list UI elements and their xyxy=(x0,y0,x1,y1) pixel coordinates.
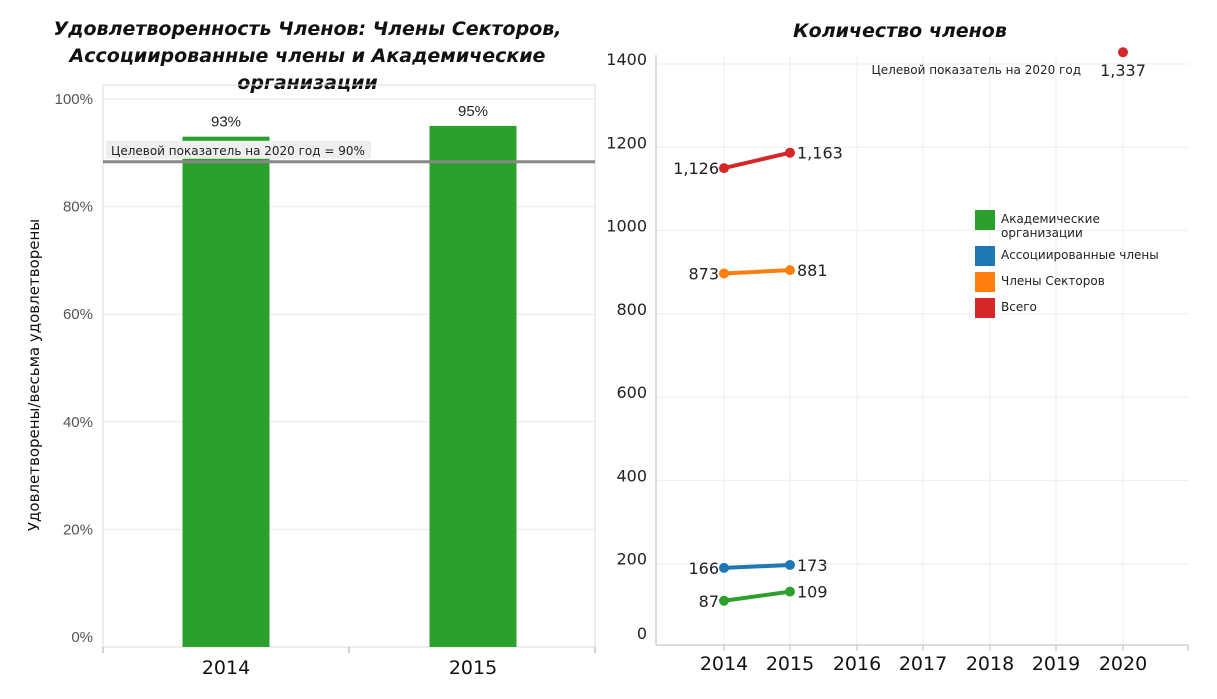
x-tick-label: 2018 xyxy=(966,653,1014,675)
satisfaction-chart-title: Удовлетворенность Членов: Члены Секторов… xyxy=(53,18,562,94)
x-tick-label: 2015 xyxy=(449,657,497,679)
y-tick-label: 40% xyxy=(63,414,93,431)
y-tick-label: 100% xyxy=(55,91,93,108)
x-tick-label: 2016 xyxy=(833,653,881,675)
data-point xyxy=(719,268,729,279)
series-Всего: 1,126 1,163 xyxy=(673,144,843,178)
satisfaction-bar-chart: 0% 20% 40% 60% 80% 100% Удовлетворены/весьма у… xyxy=(25,84,596,679)
y-tick-label: 20% xyxy=(63,521,93,538)
series-line xyxy=(722,589,792,603)
members-chart-title: Количество членов xyxy=(793,20,1007,42)
data-label: 1,126 xyxy=(673,159,719,178)
legend-swatch xyxy=(975,272,995,292)
y-tick-label: 1200 xyxy=(606,133,647,152)
x-tick-label: 2014 xyxy=(700,653,748,675)
y-tick-label: 1000 xyxy=(606,217,647,236)
legend-label: Члены Секторов xyxy=(1001,274,1105,288)
series-Ассоциированные члены: 166 173 xyxy=(688,556,827,578)
target-reference-label: Целевой показатель на 2020 год = 90% xyxy=(111,144,365,158)
data-point xyxy=(719,562,729,573)
legend-swatch xyxy=(975,210,995,230)
data-point xyxy=(785,147,795,158)
y-tick-label: 1400 xyxy=(606,50,647,69)
target-label-background xyxy=(106,140,371,159)
x-tick-label: 2015 xyxy=(766,653,814,675)
legend-label: Всего xyxy=(1001,300,1037,314)
target-value-label: 1,337 xyxy=(1100,61,1146,80)
legend-swatch xyxy=(975,246,995,266)
y-tick-label: 0 xyxy=(637,624,647,643)
data-point xyxy=(785,586,795,597)
y-tick-label: 0% xyxy=(71,629,93,646)
legend-item: Члены Секторов xyxy=(975,272,1175,292)
bar-2014 xyxy=(182,136,270,647)
y-tick-label: 80% xyxy=(63,199,93,216)
series-Академические организации: 87 109 xyxy=(699,583,828,611)
x-tick-label: 2019 xyxy=(1032,653,1080,675)
y-tick-label: 600 xyxy=(616,383,647,402)
y-axis-label: Удовлетворены/весьма удовлетворены xyxy=(25,219,43,531)
x-tick-label: 2020 xyxy=(1099,653,1147,675)
x-tick-label: 2014 xyxy=(202,657,250,679)
y-tick-label: 400 xyxy=(616,466,647,485)
legend-item: Ассоциированные члены xyxy=(975,246,1175,266)
members-legend: Академические организации Ассоциированные… xyxy=(975,210,1175,324)
y-tick-label: 200 xyxy=(616,550,647,569)
y-tick-label: 800 xyxy=(616,300,647,319)
legend-label: Академические организации xyxy=(1001,212,1100,240)
series-line xyxy=(722,562,792,570)
data-label: 881 xyxy=(797,261,828,280)
members-line-chart: 0 200 400 600 800 1000 1200 1400 2014 2015 2016 201… xyxy=(606,47,1189,675)
target-point xyxy=(1118,47,1128,58)
data-point xyxy=(785,559,795,570)
data-label: 166 xyxy=(688,559,719,578)
y-tick-label: 60% xyxy=(63,306,93,323)
data-label: 1,163 xyxy=(797,144,843,163)
legend-item: Академические организации xyxy=(975,210,1175,240)
series-line xyxy=(722,150,792,171)
series-Члены Секторов: 873 881 xyxy=(688,261,827,283)
data-label: 173 xyxy=(797,556,828,575)
plot-border xyxy=(102,84,596,648)
data-label: 109 xyxy=(797,583,828,602)
x-tick-label: 2017 xyxy=(899,653,947,675)
legend-swatch xyxy=(975,298,995,318)
data-point xyxy=(785,265,795,276)
data-point xyxy=(719,595,729,606)
data-label: 87 xyxy=(699,592,719,611)
bar-value-label: 93% xyxy=(211,114,241,131)
target-label: Целевой показатель на 2020 год xyxy=(871,63,1081,77)
data-label: 873 xyxy=(688,264,719,283)
series-line xyxy=(722,268,792,276)
legend-label: Ассоциированные члены xyxy=(1001,248,1159,262)
bar-2015 xyxy=(429,125,517,647)
legend-item: Всего xyxy=(975,298,1175,318)
bar-value-label: 95% xyxy=(458,103,488,120)
data-point xyxy=(719,163,729,174)
